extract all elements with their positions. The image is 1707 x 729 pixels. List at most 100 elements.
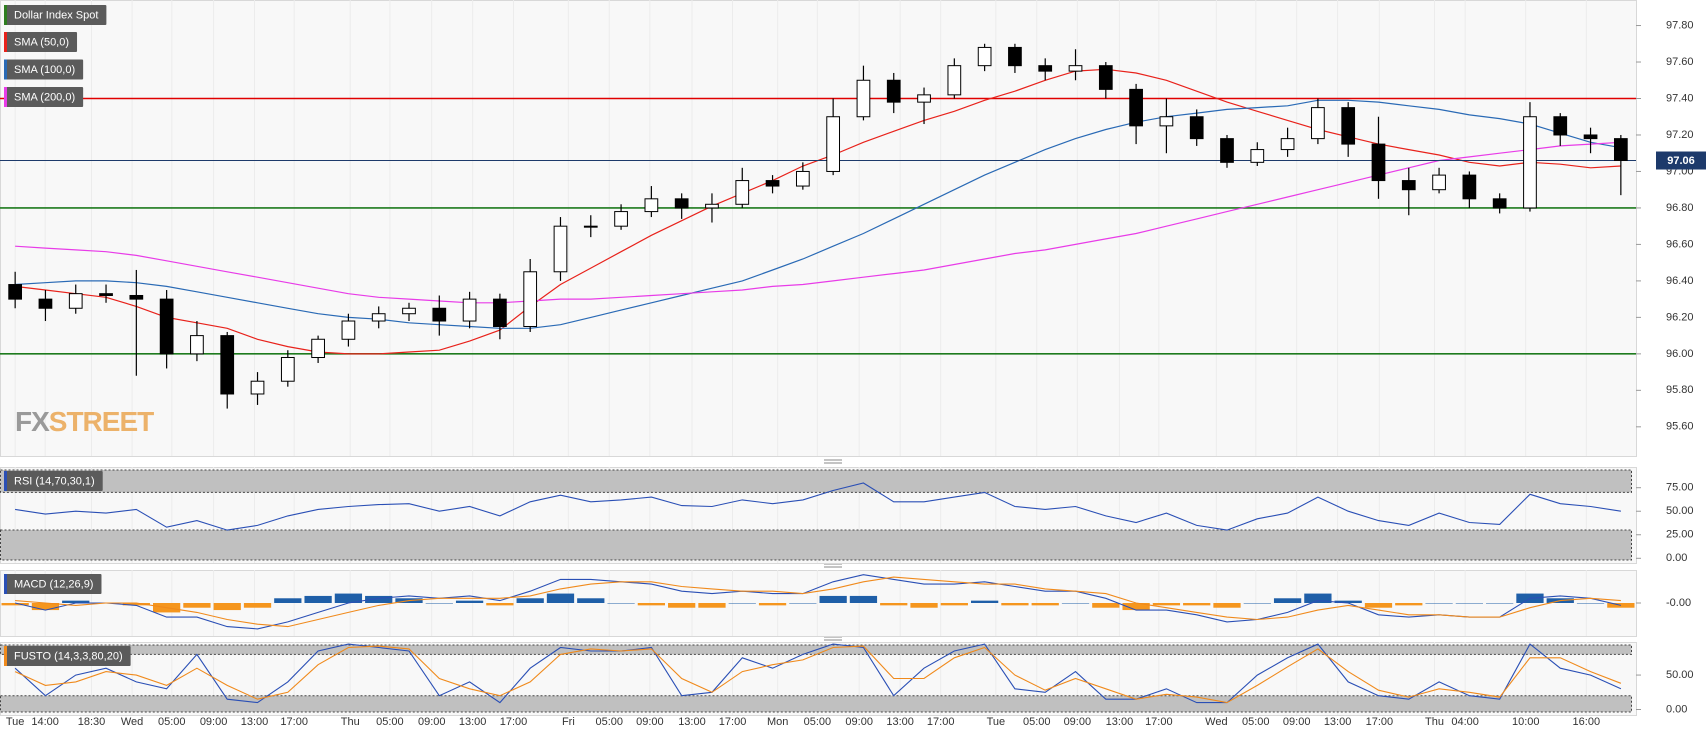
x-tick-label: Thu — [341, 716, 360, 728]
histogram-bar — [425, 603, 453, 604]
candle-body — [311, 338, 325, 359]
y-tick-label: 50.00 — [1666, 505, 1694, 517]
candle-body — [1068, 65, 1083, 72]
y-tick-label: 96.80 — [1666, 202, 1694, 214]
histogram-bar — [1425, 603, 1453, 604]
x-tick-label: 10:00 — [1512, 716, 1540, 728]
x-tick-label: 09:00 — [636, 716, 664, 728]
candle-body — [1553, 116, 1568, 136]
x-tick-label: 05:00 — [1023, 716, 1051, 728]
y-tick-label: 75.00 — [1666, 482, 1694, 494]
histogram-bar — [1334, 600, 1362, 603]
candle-body — [1220, 138, 1234, 163]
histogram-bar — [243, 603, 272, 608]
y-tick-label: 96.20 — [1666, 311, 1694, 323]
histogram-bar — [698, 603, 726, 608]
y-tick-label: 25.00 — [1666, 529, 1694, 541]
candle-body — [1432, 174, 1446, 191]
candle-body — [341, 320, 356, 340]
histogram-bar — [668, 603, 696, 608]
x-tick-label: Thu — [1425, 716, 1444, 728]
histogram-bar — [274, 598, 302, 603]
x-tick-label: 14:00 — [31, 716, 59, 728]
candle-body — [917, 94, 931, 103]
label-swatch — [4, 32, 7, 52]
x-tick-label: 17:00 — [1145, 716, 1173, 728]
legend-entry: SMA (200,0) — [4, 87, 84, 107]
candle-body — [1341, 107, 1356, 145]
candle-body — [432, 307, 447, 322]
y-tick-label: 0.00 — [1666, 703, 1687, 715]
candle-body — [38, 298, 53, 309]
x-tick-label: 05:00 — [376, 716, 404, 728]
x-tick-label: 18:30 — [78, 716, 106, 728]
histogram-bar — [455, 600, 484, 603]
indicator-line — [14, 574, 1622, 630]
panel-label: MACD (12,26,9) — [4, 574, 102, 594]
histogram-bar — [1183, 603, 1211, 606]
x-tick-label: 09:00 — [1064, 716, 1092, 728]
label-box — [4, 646, 131, 666]
label-box — [4, 5, 107, 25]
x-tick-label: Fri — [562, 716, 575, 728]
y-tick-label: 96.00 — [1666, 348, 1694, 360]
candle-body — [220, 335, 235, 395]
label-box — [4, 32, 78, 52]
candle-body — [947, 65, 962, 96]
histogram-bar — [1092, 603, 1120, 608]
candle-body — [462, 298, 477, 322]
candle-body — [765, 180, 780, 187]
candle-body — [493, 298, 507, 327]
y-tick-label: 95.60 — [1666, 421, 1694, 433]
x-tick-label: 17:00 — [719, 716, 747, 728]
histogram-bar — [849, 595, 878, 603]
candle-body — [159, 298, 174, 355]
candle-body — [674, 198, 689, 209]
histogram-bar — [607, 603, 635, 604]
y-tick-label: 0.00 — [1666, 552, 1687, 564]
x-tick-label: 13:00 — [678, 716, 706, 728]
candle-body — [402, 307, 416, 315]
x-tick-label: 05:00 — [1242, 716, 1270, 728]
candle-body — [583, 225, 598, 228]
candle-body — [1250, 149, 1265, 163]
panel-label: FUSTO (14,3,3,80,20) — [4, 646, 131, 666]
label-swatch — [4, 87, 7, 107]
histogram-bar — [546, 593, 575, 603]
candle-body — [1613, 138, 1628, 162]
histogram-bar — [1061, 603, 1090, 604]
candle-body — [1129, 88, 1143, 127]
histogram-bar — [577, 598, 605, 603]
panel-label: RSI (14,70,30,1) — [4, 471, 103, 491]
candle-body — [280, 357, 295, 382]
histogram-bar — [970, 600, 999, 603]
x-tick-label: Tue — [987, 716, 1006, 728]
candle-body — [795, 170, 810, 187]
histogram-bar — [183, 603, 211, 608]
label-box — [4, 574, 102, 594]
label-text: MACD (12,26,9) — [14, 578, 93, 590]
y-tick-label: 96.60 — [1666, 238, 1694, 250]
histogram-bar — [1395, 603, 1423, 606]
label-text: FUSTO (14,3,3,80,20) — [14, 650, 123, 662]
histogram-bar — [940, 603, 968, 606]
histogram-bar — [728, 603, 756, 604]
label-swatch — [4, 574, 7, 594]
x-tick-label: 05:00 — [158, 716, 186, 728]
histogram-bar — [1364, 603, 1393, 608]
x-tick-label: 09:00 — [1283, 716, 1311, 728]
histogram-bar — [1001, 603, 1029, 606]
label-swatch — [4, 5, 7, 25]
overbought-zone — [0, 469, 1632, 493]
label-box — [4, 59, 84, 80]
candle-body — [1098, 65, 1113, 90]
x-tick-label: Wed — [121, 716, 143, 728]
histogram-bar — [365, 595, 393, 603]
label-text: Dollar Index Spot — [14, 9, 98, 21]
x-tick-label: 09:00 — [418, 716, 446, 728]
y-tick-label: 96.40 — [1666, 275, 1694, 287]
histogram-bar — [1152, 603, 1181, 606]
candle-body — [1280, 138, 1295, 151]
y-tick-label: 97.20 — [1666, 129, 1694, 141]
x-tick-label: 17:00 — [280, 716, 308, 728]
